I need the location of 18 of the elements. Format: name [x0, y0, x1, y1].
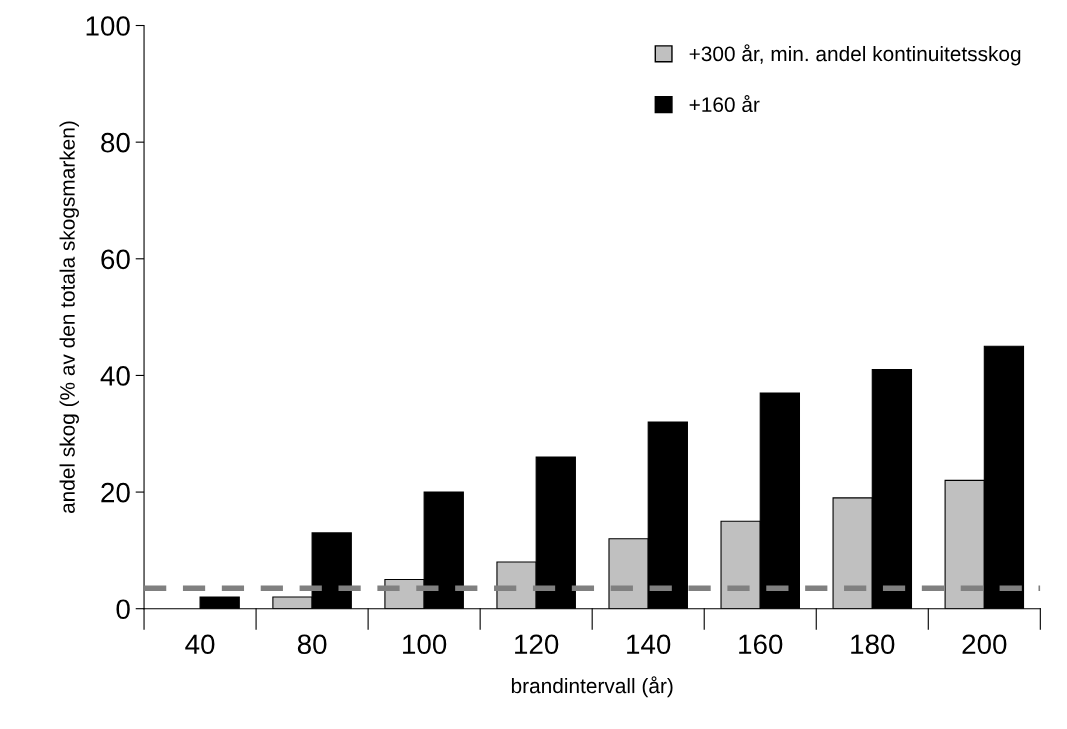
y-tick-label: 60 — [101, 249, 130, 270]
x-tick-label: 100 — [403, 634, 447, 655]
y-tick-label: 0 — [116, 599, 130, 620]
x-tick-label: 40 — [185, 634, 215, 655]
y-tick-label: 20 — [101, 482, 130, 503]
legend-label: +300 år, min. andel kontinuitetsskog — [689, 44, 1021, 66]
y-tick-label: 80 — [101, 132, 130, 153]
x-tick-label: 140 — [627, 634, 671, 655]
legend-label: +160 år — [689, 95, 760, 113]
x-tick-label: 200 — [962, 634, 1007, 655]
y-tick-label: 100 — [86, 16, 130, 36]
x-tick-label: 80 — [297, 634, 327, 655]
x-tick-label: 180 — [851, 634, 895, 655]
x-axis-title: brandintervall (år) — [511, 676, 673, 698]
y-axis-title: andel skog (% av den totala skogsmarken) — [59, 121, 79, 514]
y-tick-label: 40 — [100, 366, 130, 386]
x-tick-label: 160 — [739, 634, 783, 655]
x-tick-label: 120 — [515, 634, 559, 655]
